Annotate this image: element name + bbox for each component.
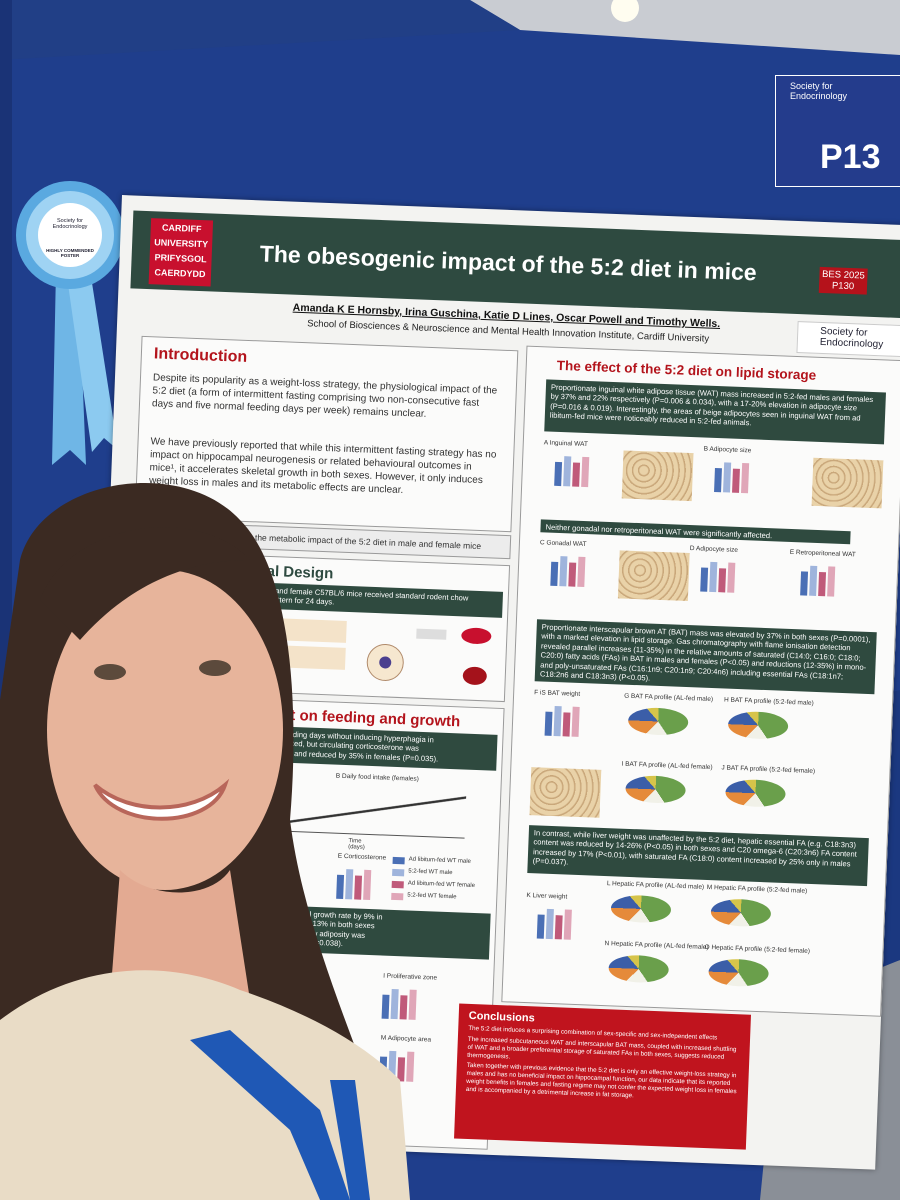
rosette-award: HIGHLY COMMENDED POSTER <box>46 248 94 258</box>
rosette <box>16 181 124 465</box>
board-sign: Society for Endocrinology P13 <box>775 75 900 187</box>
sign-code: P13 <box>820 138 881 176</box>
rosette-org: Society for Endocrinology <box>52 218 88 230</box>
sign-org: Society for Endocrinology <box>790 81 848 101</box>
